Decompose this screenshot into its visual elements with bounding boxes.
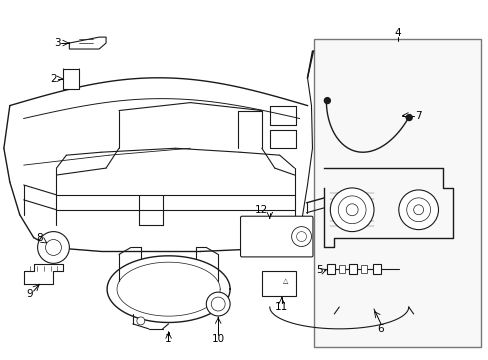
Text: 10: 10: [211, 334, 224, 344]
Bar: [63, 69, 79, 89]
Circle shape: [296, 231, 306, 242]
Circle shape: [338, 196, 366, 224]
Circle shape: [398, 190, 438, 230]
Text: 2: 2: [50, 74, 57, 84]
Bar: [326, 264, 335, 274]
Bar: [372, 264, 380, 274]
Text: 11: 11: [275, 302, 288, 312]
Text: 12: 12: [255, 205, 268, 215]
FancyBboxPatch shape: [240, 216, 312, 257]
Circle shape: [291, 227, 311, 247]
Bar: [339, 265, 345, 273]
Circle shape: [45, 239, 61, 255]
Circle shape: [38, 231, 69, 264]
Circle shape: [330, 188, 373, 231]
Bar: [348, 264, 356, 274]
Bar: [314, 39, 480, 347]
Text: △: △: [283, 278, 288, 284]
Text: 7: 7: [414, 111, 421, 121]
Text: 9: 9: [26, 289, 33, 299]
Bar: [262, 271, 295, 296]
Text: 1: 1: [165, 334, 172, 344]
Circle shape: [324, 98, 330, 104]
Bar: [360, 265, 366, 273]
Circle shape: [406, 198, 429, 222]
Circle shape: [137, 317, 144, 325]
Text: 5: 5: [315, 265, 322, 275]
Circle shape: [413, 205, 423, 215]
Text: 8: 8: [36, 233, 43, 243]
Text: 3: 3: [54, 38, 61, 48]
Circle shape: [406, 114, 411, 121]
Text: 6: 6: [377, 324, 384, 334]
Circle shape: [346, 204, 357, 216]
Circle shape: [211, 297, 224, 311]
Circle shape: [206, 292, 230, 316]
Text: 4: 4: [394, 28, 400, 38]
